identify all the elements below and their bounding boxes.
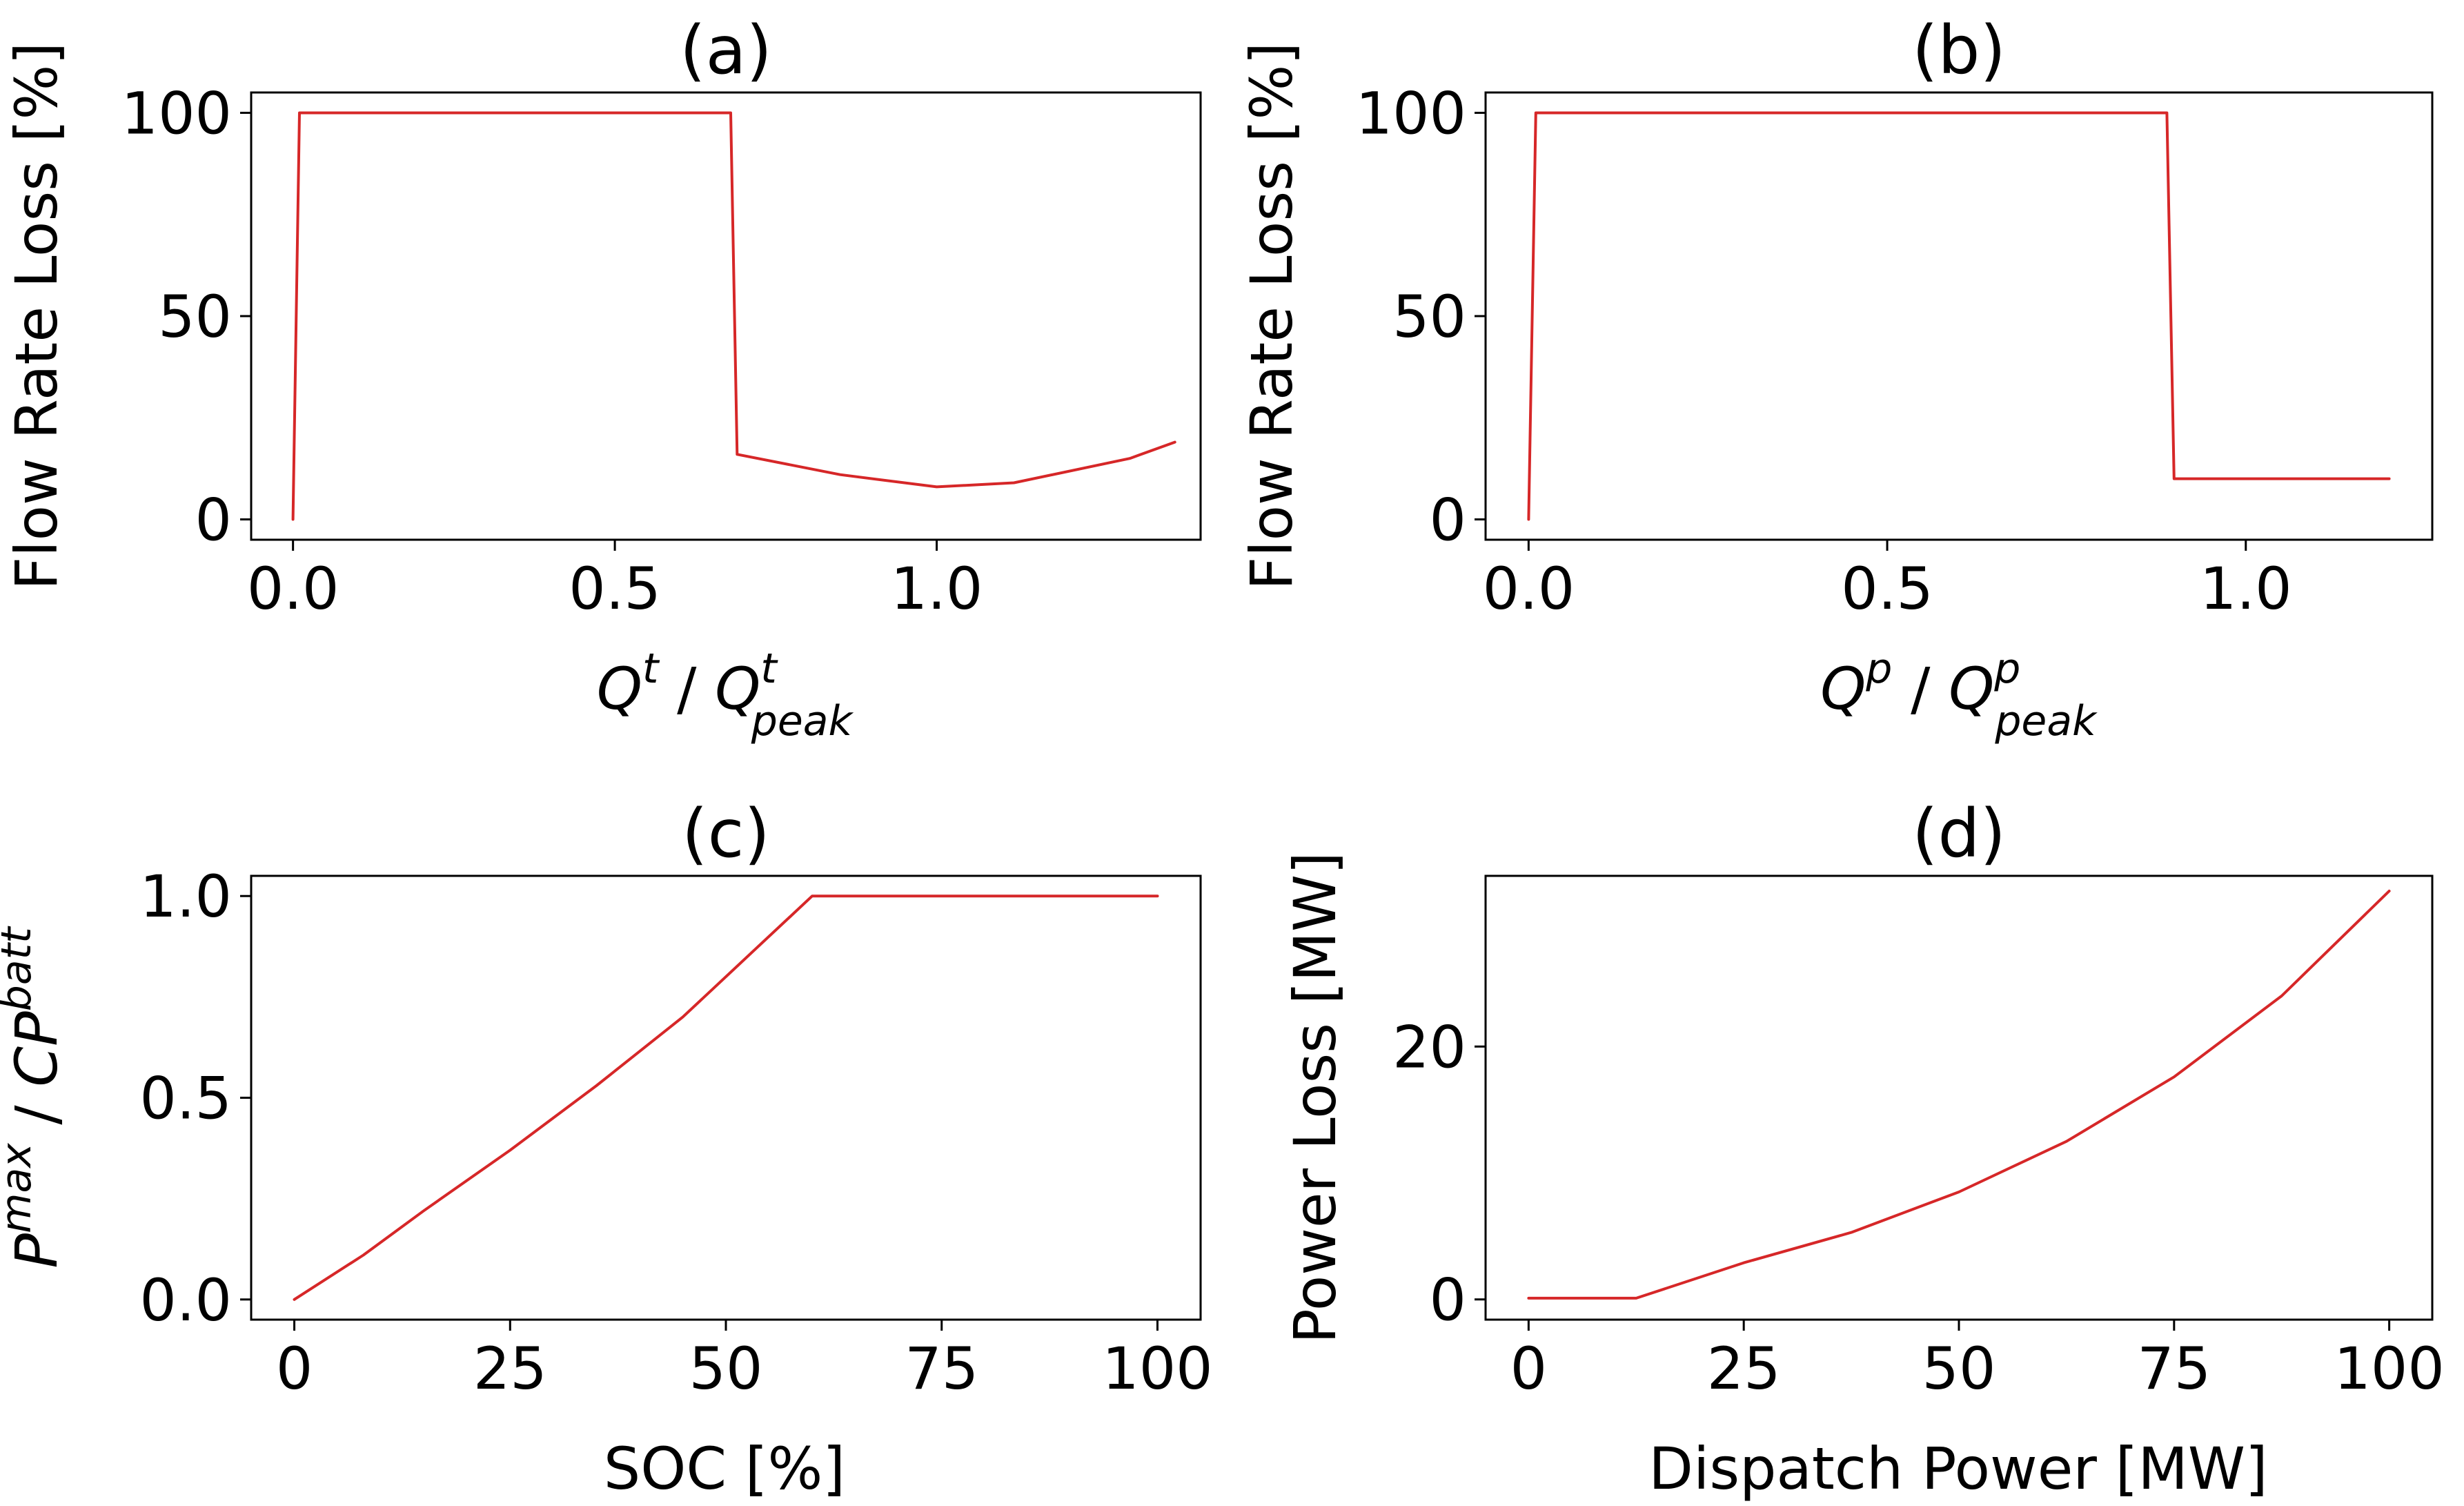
y-tick-label: 50 bbox=[1392, 283, 1466, 351]
series-line-flow_rate_loss bbox=[1527, 111, 2391, 521]
x-tick-label: 50 bbox=[1922, 1335, 1996, 1402]
x-axis-label: Dispatch Power [MW] bbox=[1648, 1435, 2267, 1503]
x-label-sup: p bbox=[1865, 645, 1892, 693]
x-tick-label: 0 bbox=[1510, 1335, 1547, 1402]
panel-d: 0 25 50 75 100 0 20 (d) Dispatch Power [MW] Power… bbox=[1281, 795, 2445, 1503]
x-axis-label: SOC [%] bbox=[604, 1435, 845, 1503]
y-tick-label: 20 bbox=[1392, 1013, 1466, 1081]
x-tick-label: 0.0 bbox=[247, 555, 339, 623]
x-tick-label: 100 bbox=[2334, 1335, 2444, 1402]
y-tick-label: 0 bbox=[1430, 487, 1466, 554]
x-tick-label: 25 bbox=[473, 1335, 547, 1402]
x-tick-label: 0.0 bbox=[1483, 555, 1575, 623]
panel-title: (c) bbox=[682, 795, 770, 872]
x-axis-label: Qt / Qt peak bbox=[597, 645, 854, 745]
x-tick-label: 75 bbox=[2137, 1335, 2211, 1402]
panel-title: (d) bbox=[1912, 795, 2006, 872]
series-line-power_loss bbox=[1527, 890, 2391, 1300]
y-axis-label: Flow Rate Loss [%] bbox=[3, 42, 70, 590]
x-label-sub2: peak bbox=[1994, 697, 2098, 745]
y-tick-label: 100 bbox=[121, 79, 232, 147]
x-label-sup2: p bbox=[1993, 645, 2020, 693]
y-tick-label: 1.0 bbox=[139, 863, 232, 930]
x-label-base2: Q bbox=[715, 655, 760, 723]
y-label-sep: / bbox=[3, 1087, 70, 1144]
x-tick-label: 0 bbox=[276, 1335, 313, 1402]
y-label-sup2: batt bbox=[0, 926, 41, 1011]
x-label-sep: / bbox=[658, 655, 715, 723]
y-label-base: P bbox=[3, 1233, 70, 1269]
axes-frame bbox=[250, 874, 1202, 1321]
x-label-base2: Q bbox=[1949, 655, 1994, 723]
y-label-base2: CP bbox=[3, 1011, 70, 1087]
y-axis-label: Flow Rate Loss [%] bbox=[1238, 42, 1305, 590]
y-tick-label: 0 bbox=[1430, 1267, 1466, 1334]
x-axis-label: Qp / Qp peak bbox=[1820, 645, 2098, 745]
series-line-flow_rate_loss bbox=[291, 111, 1176, 521]
y-label-sup: max bbox=[0, 1143, 41, 1233]
x-tick-label: 75 bbox=[905, 1335, 978, 1402]
panel-title: (a) bbox=[680, 12, 772, 89]
x-tick-label: 25 bbox=[1707, 1335, 1781, 1402]
x-label-sup2: t bbox=[760, 645, 778, 693]
x-tick-label: 1.0 bbox=[891, 555, 983, 623]
y-tick-label: 50 bbox=[158, 283, 232, 351]
x-label-sup: t bbox=[642, 645, 660, 693]
y-tick-label: 0.0 bbox=[139, 1267, 232, 1334]
x-tick-label: 0.5 bbox=[569, 555, 661, 623]
x-tick-label: 50 bbox=[689, 1335, 763, 1402]
x-label-sep: / bbox=[1892, 655, 1949, 723]
y-tick-label: 0 bbox=[195, 487, 232, 554]
x-label-sub2: peak bbox=[751, 697, 854, 745]
x-tick-label: 100 bbox=[1102, 1335, 1212, 1402]
y-tick-label: 0.5 bbox=[139, 1065, 232, 1133]
axes-frame bbox=[1484, 91, 2434, 541]
x-tick-label: 0.5 bbox=[1841, 555, 1933, 623]
x-label-base: Q bbox=[597, 655, 642, 723]
y-axis-label: Pmax / CPbatt bbox=[0, 926, 70, 1269]
y-tick-label: 100 bbox=[1356, 79, 1466, 147]
axes-frame bbox=[1484, 874, 2434, 1321]
x-label-base: Q bbox=[1820, 655, 1866, 723]
panel-title: (b) bbox=[1912, 12, 2006, 89]
x-tick-label: 1.0 bbox=[2200, 555, 2292, 623]
y-axis-label: Power Loss [MW] bbox=[1281, 852, 1349, 1344]
series-line-pmax_ratio bbox=[293, 894, 1159, 1301]
panel-c: 0 25 50 75 100 0.0 0.5 1.0 (c) SOC [%] Pmax / CPba… bbox=[0, 795, 1213, 1503]
